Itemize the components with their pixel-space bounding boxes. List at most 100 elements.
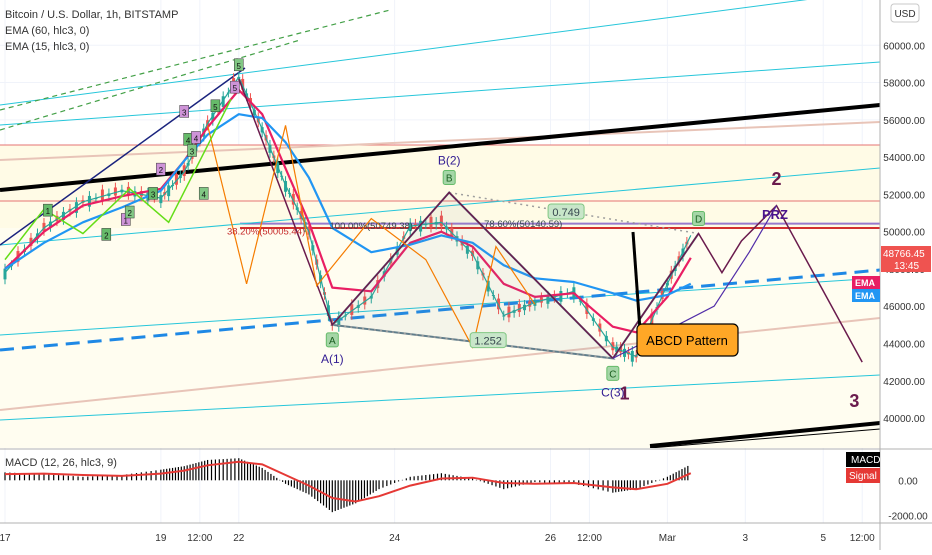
- channel-line-2: [0, 61, 880, 126]
- channel-line-3: [0, 167, 880, 246]
- x-tick-label: 12:00: [577, 533, 602, 544]
- candle-body: [528, 301, 532, 307]
- x-tick-label: 3: [743, 533, 749, 544]
- wave-label: 2: [771, 169, 781, 189]
- point-caption: B(2): [438, 154, 461, 168]
- early-trendline: [0, 67, 246, 246]
- y-tick-label: 44000.00: [883, 339, 925, 350]
- candle-body: [174, 174, 178, 185]
- candle-body: [42, 222, 46, 231]
- candle-body: [363, 296, 367, 305]
- channel-line-4: [0, 277, 880, 336]
- candle-body: [615, 346, 619, 353]
- last-price-label: 48766.45: [883, 249, 925, 260]
- candle-body: [337, 316, 341, 327]
- ema-blue-label: EMA: [855, 291, 876, 301]
- candle-body: [291, 193, 295, 205]
- sub-wave-badge: [230, 80, 240, 94]
- candle-body: [630, 350, 634, 362]
- pattern-labels: A A(1) B B(2) C C(3) D 38.20%(50005.44) 100.00%(…: [43, 58, 859, 411]
- abcd-callout[interactable]: ABCD Pattern: [631, 231, 739, 357]
- fib-label: 78.60%(50140.59): [484, 219, 562, 230]
- green-dashed-1: [0, 9, 391, 111]
- candle-body: [167, 185, 171, 197]
- x-tick-label: 24: [389, 533, 401, 544]
- currency-button-frame[interactable]: [890, 3, 920, 23]
- trendline-upper: [0, 103, 880, 192]
- orange-zigzag: [207, 125, 536, 349]
- candle-body: [497, 298, 501, 310]
- candle-body: [87, 195, 91, 207]
- symbol-title[interactable]: Bitcoin / U.S. Dollar, 1h, BITSTAMP: [5, 9, 178, 21]
- candle-body: [507, 306, 511, 318]
- macd-pane: [4, 458, 692, 513]
- macd-axis[interactable]: 0.00 -2000.00: [888, 476, 928, 522]
- fib-label: 38.20%(50005.44): [227, 227, 305, 238]
- sub-wave-label: 4: [194, 134, 199, 143]
- legend: Bitcoin / U.S. Dollar, 1h, BITSTAMP EMA …: [5, 9, 178, 469]
- currency-button-label[interactable]: USD: [894, 9, 915, 20]
- currency-button[interactable]: USD: [890, 3, 920, 23]
- callout-text: ABCD Pattern: [646, 333, 728, 348]
- y-tick-label: 40000.00: [883, 414, 925, 425]
- y-tick-label: 52000.00: [883, 190, 925, 201]
- fib-label: 1.252: [474, 336, 502, 348]
- macd-legend[interactable]: MACD (12, 26, hlc3, 9): [5, 457, 117, 469]
- candle-body: [559, 291, 563, 302]
- sub-wave-label: 5: [213, 103, 218, 112]
- x-tick-label: 12:00: [850, 533, 875, 544]
- ema-60-legend[interactable]: EMA (60, hlc3, 0): [5, 25, 89, 37]
- point-caption: A(1): [321, 352, 344, 366]
- candle-body: [585, 303, 589, 314]
- candle-body: [450, 227, 454, 236]
- green-dashed-2: [0, 39, 301, 131]
- sub-wave-badge: [179, 105, 189, 118]
- macd-y-tick-label: 0.00: [898, 476, 918, 487]
- candle-body: [74, 202, 78, 213]
- macd-badge-label: MACD: [851, 455, 880, 466]
- candle-body: [439, 215, 443, 227]
- x-tick-label: 5: [820, 533, 826, 544]
- candle-body: [3, 268, 7, 280]
- trendline-lower: [649, 421, 880, 448]
- wave-label: 1: [620, 383, 630, 403]
- y-tick-label: 60000.00: [883, 41, 925, 52]
- candle-body: [61, 211, 65, 220]
- sub-wave-badge: [156, 162, 166, 176]
- sub-wave-label: 1: [46, 207, 51, 216]
- candle-body: [221, 96, 225, 107]
- x-tick-label: 26: [545, 533, 557, 544]
- fib-label: 100.00%(50749.38): [330, 221, 413, 232]
- candle-body: [100, 189, 104, 201]
- sub-wave-badge: [234, 58, 244, 72]
- candle-body: [523, 304, 527, 311]
- ema-red-label: EMA: [855, 278, 876, 288]
- point-badge-label: B: [446, 174, 453, 185]
- y-tick-label: 42000.00: [883, 377, 925, 388]
- sub-wave-badge: [43, 203, 53, 217]
- callout-pointer: [631, 231, 642, 331]
- ema-15-legend[interactable]: EMA (15, hlc3, 0): [5, 41, 89, 53]
- time-axis[interactable]: 17 19 12:00 22 24 26 12:00 Mar 3 5 12:00: [0, 533, 875, 544]
- sub-wave-badge: [198, 187, 209, 200]
- candle-body: [139, 191, 143, 197]
- beige-line-1: [0, 121, 880, 161]
- candle-body: [486, 280, 490, 292]
- candle-body: [546, 295, 550, 304]
- sub-wave-badge: [187, 144, 197, 157]
- macd-badge: [846, 452, 880, 467]
- series-line-ema-fast: [4, 88, 692, 334]
- sub-wave-label: 5: [237, 62, 242, 71]
- sub-wave-label: 4: [186, 136, 191, 145]
- sub-wave-label: 4: [201, 190, 206, 199]
- candle-body: [539, 297, 543, 303]
- sub-wave-badge: [191, 131, 201, 144]
- callout-box: [636, 323, 739, 357]
- channel-line-5: [0, 374, 880, 421]
- sub-wave-label: 5: [233, 84, 238, 93]
- y-tick-label: 58000.00: [883, 79, 925, 90]
- sub-wave-badge: [101, 228, 112, 241]
- sub-wave-label: 3: [151, 190, 156, 199]
